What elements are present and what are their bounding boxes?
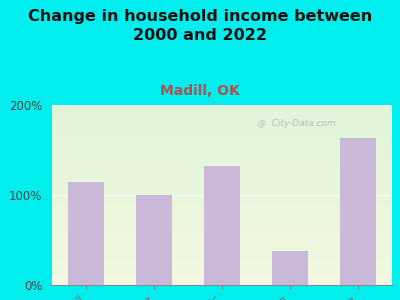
Text: Madill, OK: Madill, OK xyxy=(160,84,240,98)
Text: @  City-Data.com: @ City-Data.com xyxy=(258,118,336,127)
Bar xyxy=(136,195,172,285)
Bar xyxy=(340,138,376,285)
Bar xyxy=(68,182,104,285)
Text: Change in household income between
2000 and 2022: Change in household income between 2000 … xyxy=(28,9,372,43)
Bar xyxy=(204,166,240,285)
Bar xyxy=(272,251,308,285)
